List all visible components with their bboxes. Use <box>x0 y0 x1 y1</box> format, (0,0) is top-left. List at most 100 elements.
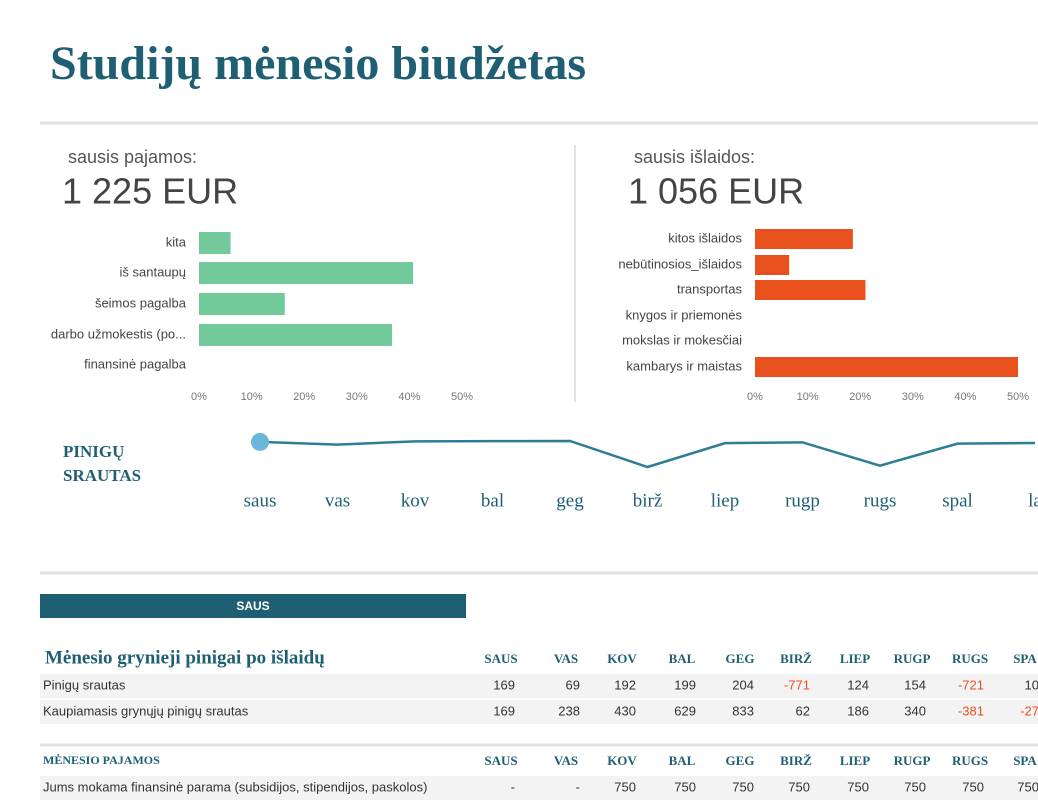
row-background <box>40 700 1038 724</box>
x-tick-label: 40% <box>954 391 976 403</box>
cell: 169 <box>493 703 515 718</box>
column-header: RUGS <box>952 651 988 666</box>
cell: 750 <box>847 779 869 794</box>
panel-amount: 1 225 EUR <box>62 171 238 212</box>
flow-title: PINIGŲ SRAUTAS <box>63 442 142 485</box>
x-tick-label: 0% <box>191 391 207 403</box>
x-tick-label: saus <box>244 490 277 511</box>
row-background <box>40 776 1038 800</box>
cell: - <box>511 779 515 794</box>
x-tick-label: 20% <box>849 391 871 403</box>
category-label: šeimos pagalba <box>95 295 187 310</box>
column-header: BIRŽ <box>780 651 812 666</box>
column-header: SPA <box>1013 651 1037 666</box>
cell: 154 <box>904 677 926 692</box>
bar <box>199 262 414 284</box>
table-title: MĖNESIO PAJAMOS <box>43 753 160 767</box>
category-label: transportas <box>677 281 743 296</box>
column-header: BIRŽ <box>780 753 812 768</box>
x-tick-label: bal <box>481 490 504 511</box>
category-label: kambarys ir maistas <box>626 358 742 373</box>
column-header: RUGP <box>894 651 931 666</box>
cell: 430 <box>614 703 636 718</box>
x-tick-label: 10% <box>241 391 263 403</box>
x-tick-label: 40% <box>398 391 420 403</box>
cell: 69 <box>566 677 580 692</box>
x-tick-label: rugs <box>864 490 897 511</box>
bar <box>199 293 285 315</box>
column-header: VAS <box>554 753 578 768</box>
cell: 204 <box>732 677 754 692</box>
bar <box>199 232 231 254</box>
x-tick-label: 20% <box>293 391 315 403</box>
cell: 238 <box>558 703 580 718</box>
cell: -27 <box>1020 703 1038 718</box>
section-label: SAUS <box>236 599 269 613</box>
table-title: Mėnesio grynieji pinigai po išlaidų <box>45 647 325 668</box>
x-tick-label: la <box>1028 490 1038 511</box>
section-bar <box>40 594 466 618</box>
bar <box>755 255 790 275</box>
cell: -721 <box>958 677 984 692</box>
panel-amount: 1 056 EUR <box>628 171 804 212</box>
column-header: RUGP <box>894 753 931 768</box>
cell: - <box>576 779 580 794</box>
x-tick-label: 30% <box>346 391 368 403</box>
row-label: Kaupiamasis grynųjų pinigų srautas <box>43 703 249 718</box>
cell: 750 <box>732 779 754 794</box>
row-label: Jums mokama finansinė parama (subsidijos… <box>43 779 427 794</box>
column-header: RUGS <box>952 753 988 768</box>
cell: 750 <box>674 779 696 794</box>
x-tick-label: 10% <box>797 391 819 403</box>
cell: 750 <box>614 779 636 794</box>
category-label: darbo užmokestis (po... <box>51 326 186 341</box>
page-title: Studijų mėnesio biudžetas <box>50 37 586 90</box>
panel-label: sausis pajamos: <box>68 147 197 167</box>
x-tick-label: 0% <box>747 391 763 403</box>
cash-flow-line <box>259 439 1036 469</box>
cell: 750 <box>788 779 810 794</box>
category-label: finansinė pagalba <box>84 356 187 371</box>
column-header: GEG <box>726 753 755 768</box>
category-label: mokslas ir mokesčiai <box>622 332 742 347</box>
cell: 340 <box>904 703 926 718</box>
column-header: SPA <box>1013 753 1037 768</box>
cell: -771 <box>784 677 810 692</box>
x-tick-label: birž <box>633 490 663 511</box>
cell: 169 <box>493 677 515 692</box>
cell: 750 <box>904 779 926 794</box>
x-tick-label: kov <box>401 490 430 511</box>
column-header: BAL <box>669 753 696 768</box>
bar <box>755 280 866 300</box>
x-tick-label: 30% <box>902 391 924 403</box>
x-tick-label: vas <box>325 490 350 511</box>
x-tick-label: liep <box>711 490 740 511</box>
column-header: SAUS <box>484 651 517 666</box>
cell: 10 <box>1025 677 1038 692</box>
column-header: GEG <box>726 651 755 666</box>
panel-label: sausis išlaidos: <box>634 147 755 167</box>
cell: 629 <box>674 703 696 718</box>
cell: 199 <box>674 677 696 692</box>
category-label: knygos ir priemonės <box>626 307 743 322</box>
cell: 62 <box>796 703 810 718</box>
x-tick-label: spal <box>942 490 973 511</box>
column-header: VAS <box>554 651 578 666</box>
row-label: Pinigų srautas <box>43 677 126 692</box>
row-background <box>40 674 1038 698</box>
column-header: KOV <box>607 651 637 666</box>
cell: 192 <box>614 677 636 692</box>
cell: 750 <box>1017 779 1038 794</box>
bar <box>199 324 393 346</box>
cell: 124 <box>847 677 869 692</box>
cell: 833 <box>732 703 754 718</box>
category-label: kita <box>166 234 187 249</box>
category-label: iš santaupų <box>120 264 187 279</box>
column-header: BAL <box>669 651 696 666</box>
x-tick-label: geg <box>556 490 584 511</box>
column-header: LIEP <box>840 753 870 768</box>
cell: 750 <box>962 779 984 794</box>
bar <box>755 229 853 249</box>
